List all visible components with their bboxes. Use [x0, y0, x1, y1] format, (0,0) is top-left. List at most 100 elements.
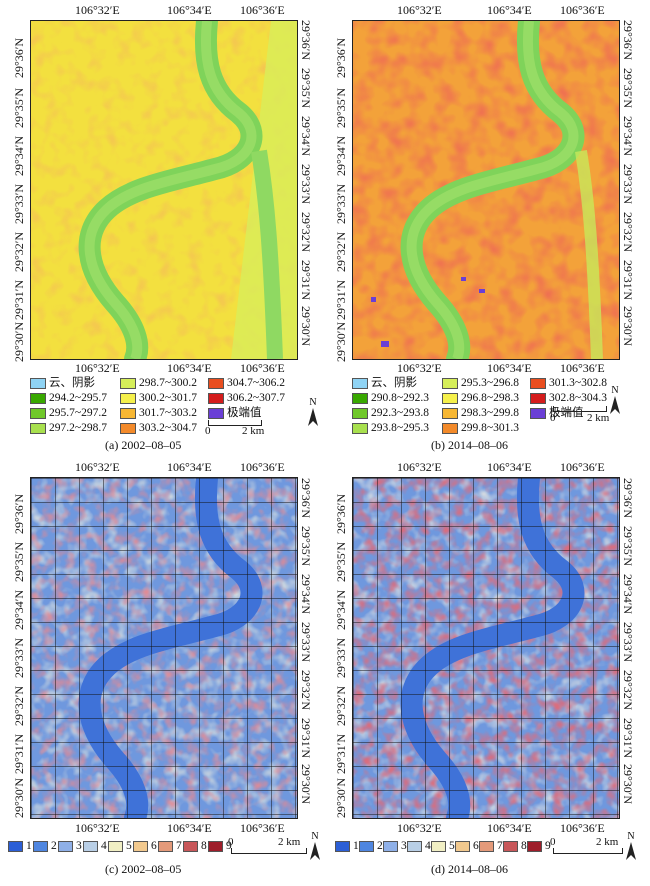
legend-item: 297.2~298.7: [30, 422, 107, 435]
legend-label: 290.8~292.3: [371, 392, 429, 405]
left-lat-tick: 29°30′N: [334, 321, 348, 362]
legend-label: 8: [521, 840, 527, 853]
legend-swatch: [352, 378, 368, 389]
legend-label: 云、阴影: [371, 377, 417, 390]
bottom-lon-tick: 106°34′E: [167, 821, 212, 835]
map-lst-2014[interactable]: [352, 20, 620, 360]
scale-end-label: 2 km: [242, 425, 265, 437]
legend-item: 290.8~292.3: [352, 392, 429, 405]
left-lat-tick: 29°30′N: [12, 321, 26, 362]
legend-label: 3: [76, 840, 82, 853]
bottom-lon-tick: 106°36′E: [560, 821, 605, 835]
legend-item: 云、阴影: [30, 377, 95, 390]
scale-zero-label: 0: [228, 836, 234, 848]
left-lat-tick: 29°35′N: [12, 541, 26, 582]
legend-swatch: [208, 393, 224, 404]
left-lat-tick: 29°36′N: [12, 493, 26, 534]
left-lat-tick: 29°36′N: [12, 37, 26, 78]
legend-swatch: [407, 841, 422, 852]
legend-swatch: [208, 408, 224, 419]
map-class-2002[interactable]: [30, 477, 298, 819]
scale-bar: 0 2 km: [205, 420, 265, 437]
legend-item: 299.8~301.3: [442, 422, 519, 435]
grid-overlay: [31, 478, 297, 818]
legend-item: 云、阴影: [352, 377, 417, 390]
legend-item: 4: [83, 840, 107, 853]
legend-item: 301.7~303.2: [120, 407, 197, 420]
legend-a: 云、阴影 294.2~295.7 295.7~297.2 297.2~298.7…: [30, 377, 320, 434]
legend-swatch: [335, 841, 350, 852]
legend-swatch: [30, 408, 46, 419]
left-lat-tick: 29°34′N: [334, 135, 348, 176]
map-lst-2002[interactable]: [30, 20, 298, 360]
legend-item: 5: [431, 840, 455, 853]
extreme-value-patch: [371, 297, 376, 302]
class-map-2014-graphic: [353, 478, 619, 818]
left-lat-tick: 29°35′N: [334, 541, 348, 582]
bottom-lon-tick: 106°36′E: [240, 361, 285, 375]
top-lon-tick: 106°32′E: [397, 460, 442, 474]
right-lat-tick: 29°33′N: [299, 622, 313, 663]
left-lat-tick: 29°31′N: [334, 733, 348, 774]
legend-label: 8: [201, 840, 207, 853]
right-lat-tick: 29°35′N: [621, 526, 635, 567]
extreme-value-patch: [381, 341, 389, 347]
right-lat-tick: 29°32′N: [621, 212, 635, 253]
right-lat-tick: 29°32′N: [299, 212, 313, 253]
caption-a: (a) 2002–08–05: [105, 438, 182, 452]
legend-swatch: [120, 393, 136, 404]
top-lon-tick: 106°36′E: [240, 3, 285, 17]
legend-item: 8: [183, 840, 207, 853]
extreme-value-patch: [461, 277, 466, 281]
right-lat-tick: 29°32′N: [299, 670, 313, 711]
left-lat-tick: 29°30′N: [334, 777, 348, 818]
top-lon-tick: 106°34′E: [167, 460, 212, 474]
legend-item: 298.3~299.8: [442, 407, 519, 420]
legend-swatch: [30, 378, 46, 389]
bottom-lon-tick: 106°34′E: [167, 361, 212, 375]
right-lat-tick: 29°33′N: [299, 164, 313, 205]
bottom-lon-tick: 106°36′E: [560, 361, 605, 375]
legend-label: 2: [51, 840, 57, 853]
map-class-2014[interactable]: [352, 477, 620, 819]
scale-bar: 0 2 km: [550, 836, 632, 858]
legend-swatch: [442, 423, 458, 434]
legend-label: 302.8~304.3: [549, 392, 607, 405]
scale-end-label: 2 km: [587, 412, 610, 424]
scale-bar-line: [553, 406, 607, 412]
left-lat-tick: 29°35′N: [334, 87, 348, 128]
top-lon-tick: 106°32′E: [75, 3, 120, 17]
bottom-lon-tick: 106°34′E: [487, 361, 532, 375]
legend-label: 7: [497, 840, 503, 853]
legend-swatch: [108, 841, 123, 852]
legend-label: 6: [473, 840, 479, 853]
legend-label: 2: [377, 840, 383, 853]
legend-swatch: [120, 408, 136, 419]
legend-item: 极端值: [208, 407, 262, 420]
legend-label: 5: [449, 840, 455, 853]
legend-swatch: [530, 408, 546, 419]
north-label: N: [309, 397, 317, 408]
top-lon-tick: 106°32′E: [397, 3, 442, 17]
top-lon-tick: 106°32′E: [75, 460, 120, 474]
legend-swatch: [503, 841, 518, 852]
legend-swatch: [30, 423, 46, 434]
left-lat-tick: 29°32′N: [12, 685, 26, 726]
legend-item: 2: [359, 840, 383, 853]
legend-swatch: [83, 841, 98, 852]
left-lat-tick: 29°33′N: [12, 183, 26, 224]
legend-item: 306.2~307.7: [208, 392, 285, 405]
legend-swatch: [479, 841, 494, 852]
scale-bar-line: [553, 848, 623, 854]
class-legend-d: 1 2 3 4 5 6 7 8 9: [335, 840, 555, 855]
left-lat-tick: 29°32′N: [12, 231, 26, 272]
left-lat-tick: 29°31′N: [334, 279, 348, 320]
legend-label: 298.7~300.2: [139, 377, 197, 390]
legend-swatch: [442, 408, 458, 419]
scale-zero-label: 0: [550, 836, 556, 848]
left-lat-tick: 29°33′N: [334, 637, 348, 678]
scale-end-label: 2 km: [278, 836, 301, 848]
legend-item: 9: [527, 840, 551, 853]
legend-item: 2: [33, 840, 57, 853]
scale-bar-line: [208, 420, 262, 426]
